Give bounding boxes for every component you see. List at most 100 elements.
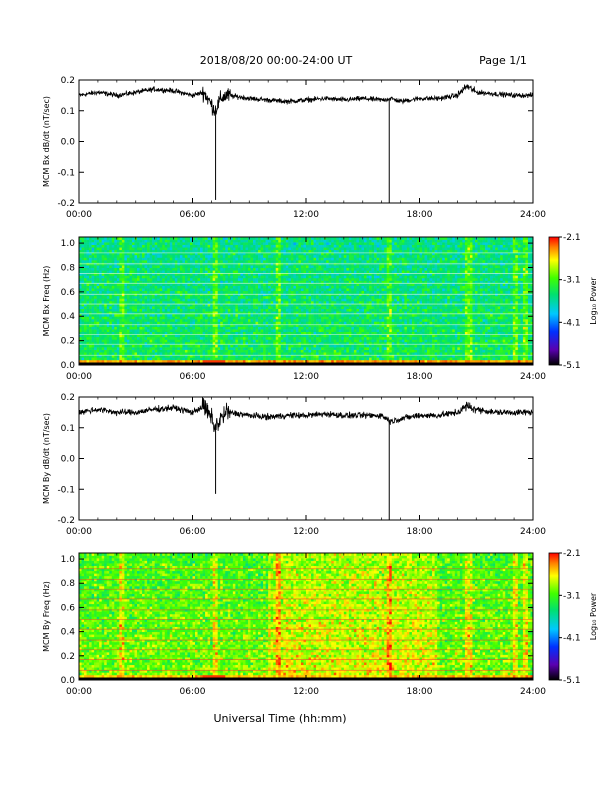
spectrogram-cell: [298, 324, 302, 327]
spectrogram-cell: [321, 303, 324, 307]
spectrogram-cell: [81, 308, 85, 312]
spectrogram-cell: [149, 334, 153, 338]
spectrogram-cell: [106, 272, 110, 276]
spectrogram-cell: [202, 272, 206, 276]
spectrogram-cell: [79, 295, 82, 299]
spectrogram-cell: [154, 347, 158, 350]
spectrogram-cell: [144, 344, 148, 348]
spectrogram-cell: [275, 326, 279, 330]
spectrogram-cell: [205, 283, 208, 286]
spectrogram-cell: [278, 298, 282, 302]
spectrogram-cell: [184, 336, 188, 340]
spectrogram-cell: [270, 306, 274, 309]
spectrogram-cell: [177, 324, 181, 327]
spectrogram-cell: [195, 329, 198, 333]
spectrogram-cell: [295, 252, 299, 256]
spectrogram-cell: [278, 331, 282, 335]
spectrogram-cell: [230, 347, 234, 350]
spectrogram-cell: [184, 349, 188, 353]
spectrogram-cell: [142, 303, 145, 307]
spectrogram-cell: [89, 265, 92, 269]
spectrogram-cell: [210, 239, 213, 243]
spectrogram-cell: [227, 260, 231, 263]
spectrogram-cell: [94, 298, 97, 302]
spectrogram-cell: [255, 293, 259, 297]
spectrogram-cell: [313, 316, 317, 320]
spectrogram-cell: [197, 260, 201, 263]
spectrogram-cell: [275, 324, 279, 327]
spectrogram-cell: [200, 316, 203, 320]
spectrogram-cell: [137, 272, 140, 276]
spectrogram-cell: [283, 295, 287, 299]
spectrogram-cell: [285, 290, 289, 294]
spectrogram-cell: [222, 239, 226, 243]
spectrogram-cell: [149, 308, 153, 312]
spectrogram-cell: [147, 326, 150, 330]
spectrogram-cell: [106, 331, 110, 335]
spectrogram-cell: [129, 359, 133, 363]
spectrogram-cell: [222, 329, 226, 333]
spectrogram-cell: [182, 336, 186, 340]
spectrogram-cell: [149, 318, 153, 322]
spectrogram-cell: [162, 339, 166, 343]
spectrogram-cell: [129, 347, 133, 350]
spectrogram-cell: [111, 260, 115, 263]
spectrogram-cell: [222, 341, 226, 345]
spectrogram-cell: [119, 311, 123, 315]
spectrogram-cell: [172, 352, 176, 356]
spectrogram-cell: [164, 336, 168, 340]
spectrogram-cell: [303, 283, 307, 286]
spectrogram-cell: [323, 277, 327, 281]
spectrogram-cell: [149, 357, 153, 361]
spectrogram-cell: [293, 242, 297, 245]
spectrogram-cell: [308, 270, 312, 274]
spectrogram-cell: [79, 244, 82, 248]
spectrogram-cell: [245, 270, 249, 274]
spectrogram-cell: [260, 352, 264, 356]
spectrogram-cell: [270, 352, 274, 356]
spectrogram-cell: [129, 295, 133, 299]
spectrogram-cell: [207, 321, 211, 325]
spectrogram-cell: [227, 293, 231, 297]
spectrogram-cell: [189, 354, 193, 358]
spectrogram-cell: [283, 272, 287, 276]
spectrogram-cell: [268, 341, 271, 345]
spectrogram-cell: [111, 239, 115, 243]
spectrogram-cell: [157, 244, 161, 248]
spectrogram-cell: [200, 359, 203, 363]
spectrogram-cell: [84, 329, 87, 333]
spectrogram-cell: [86, 357, 90, 361]
spectrogram-cell: [323, 283, 327, 286]
spectrogram-cell: [290, 254, 294, 258]
spectrogram-cell: [316, 311, 319, 315]
spectrogram-cell: [308, 324, 312, 327]
spectrogram-cell: [268, 298, 271, 302]
spectrogram-cell: [144, 237, 148, 240]
spectrogram-cell: [182, 270, 186, 274]
spectrogram-cell: [222, 344, 226, 348]
spectrogram-cell: [268, 285, 271, 289]
spectrogram-cell: [152, 275, 155, 279]
spectrogram-cell: [253, 359, 256, 363]
spectrogram-cell: [212, 237, 216, 240]
spectrogram-cell: [94, 285, 97, 289]
spectrogram-cell: [129, 341, 133, 345]
spectrogram-cell: [308, 247, 312, 251]
spectrogram-cell: [258, 326, 261, 330]
spectrogram-cell: [263, 272, 266, 276]
spectrogram-cell: [303, 237, 307, 240]
spectrogram-cell: [142, 293, 145, 297]
spectrogram-cell: [205, 308, 208, 312]
spectrogram-cell: [227, 283, 231, 286]
spectrogram-cell: [323, 318, 327, 322]
spectrogram-cell: [101, 260, 105, 263]
spectrogram-cell: [220, 277, 224, 281]
spectrogram-cell: [129, 329, 133, 333]
spectrogram-cell: [172, 357, 176, 361]
spectrogram-cell: [139, 331, 143, 335]
spectrogram-cell: [101, 321, 105, 325]
spectrogram-cell: [300, 290, 304, 294]
spectrogram-cell: [182, 247, 186, 251]
spectrogram-cell: [106, 249, 110, 253]
spectrogram-cell: [167, 272, 171, 276]
